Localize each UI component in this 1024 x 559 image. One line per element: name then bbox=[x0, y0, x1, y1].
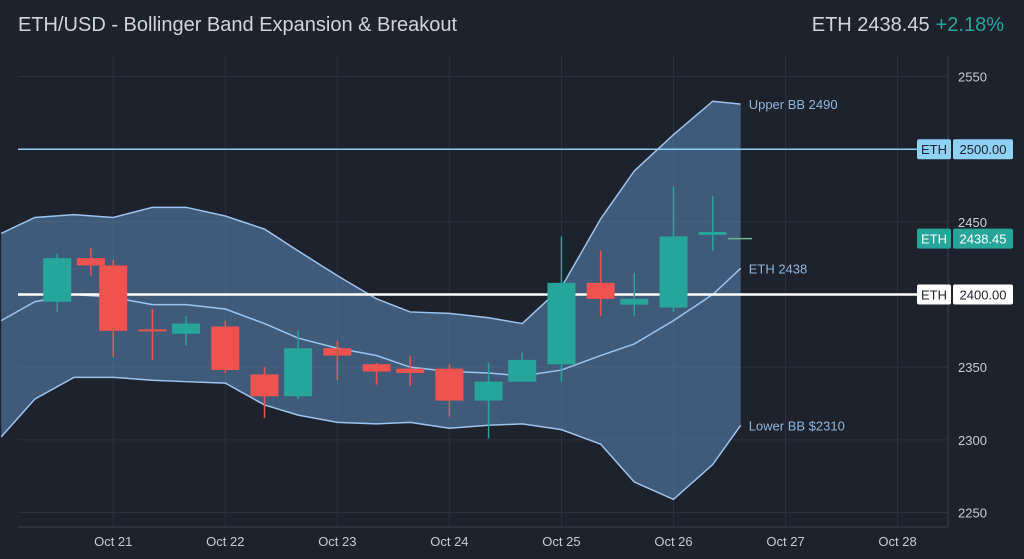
y-tick-label: 2350 bbox=[958, 360, 987, 375]
price-tag-symbol: ETH bbox=[921, 232, 947, 247]
lower-band-line bbox=[0, 376, 742, 501]
x-tick-label: Oct 22 bbox=[206, 534, 244, 549]
candle-body bbox=[620, 298, 649, 305]
price-summary: ETH 2438.45 +2.18% bbox=[812, 14, 1004, 37]
x-tick-label: Oct 23 bbox=[318, 534, 356, 549]
candle bbox=[698, 195, 727, 251]
candle bbox=[138, 309, 167, 360]
candle-body bbox=[76, 258, 105, 266]
chart-title: ETH/USD - Bollinger Band Expansion & Bre… bbox=[18, 14, 458, 36]
x-tick-label: Oct 21 bbox=[94, 534, 132, 549]
symbol-price: ETH 2438.45 bbox=[811, 14, 930, 36]
candle-body bbox=[362, 364, 391, 372]
candle-body bbox=[586, 282, 615, 299]
candle-body bbox=[508, 359, 537, 382]
candle bbox=[362, 362, 391, 385]
candle-body bbox=[698, 232, 727, 235]
band-annotation: Lower BB $2310 bbox=[749, 418, 845, 433]
candle bbox=[474, 362, 503, 439]
candle bbox=[99, 259, 128, 357]
y-tick-label: 2300 bbox=[958, 433, 987, 448]
candle-body bbox=[659, 236, 688, 308]
candles bbox=[43, 186, 727, 439]
candle bbox=[547, 236, 576, 382]
candle-body bbox=[211, 326, 240, 371]
price-tag-value: 2400.00 bbox=[960, 288, 1007, 303]
candle-body bbox=[547, 282, 576, 365]
candle bbox=[435, 364, 464, 417]
x-tick-label: Oct 24 bbox=[430, 534, 468, 549]
candle bbox=[76, 248, 105, 276]
price-tag-symbol-bg bbox=[917, 228, 951, 249]
price-tag-value-bg bbox=[953, 228, 1013, 249]
band-annotation: Upper BB 2490 bbox=[749, 97, 838, 112]
x-tick-label: Oct 27 bbox=[766, 534, 804, 549]
candle-body bbox=[172, 323, 201, 334]
y-tick-label: 2450 bbox=[958, 215, 987, 230]
candle bbox=[250, 367, 279, 419]
price-tag-value: 2438.45 bbox=[960, 232, 1007, 247]
candle-body bbox=[435, 368, 464, 401]
candle bbox=[172, 316, 201, 346]
price-change: +2.18% bbox=[935, 14, 1004, 36]
candle bbox=[323, 341, 352, 381]
candle bbox=[620, 272, 649, 317]
candle-body bbox=[138, 329, 167, 332]
candle-body bbox=[474, 381, 503, 401]
candle bbox=[284, 330, 313, 400]
price-tag-symbol-bg bbox=[917, 139, 951, 160]
price-tag-value-bg bbox=[953, 139, 1013, 160]
candle bbox=[508, 352, 537, 382]
candle bbox=[396, 355, 425, 387]
price-levels bbox=[18, 148, 948, 297]
band-annotation: ETH 2438 bbox=[749, 261, 808, 276]
candle bbox=[586, 250, 615, 317]
candle-body bbox=[250, 374, 279, 397]
candle bbox=[211, 320, 240, 373]
annotations: Upper BB 2490 ETH 2438 Lower BB $2310 bbox=[749, 97, 845, 433]
candle-body bbox=[99, 265, 128, 331]
candle-body bbox=[396, 368, 425, 373]
x-tick-label: Oct 25 bbox=[542, 534, 580, 549]
axes: Oct 21 Oct 22 Oct 23 Oct 24 Oct 25 Oct 26 Oct … bbox=[18, 56, 1013, 549]
candle-body bbox=[284, 348, 313, 397]
price-tag-value-bg bbox=[953, 284, 1013, 305]
candle-body bbox=[323, 348, 352, 356]
x-tick-label: Oct 28 bbox=[878, 534, 916, 549]
price-tag-symbol: ETH bbox=[921, 142, 947, 157]
band-fill bbox=[1, 101, 741, 500]
candle bbox=[659, 186, 688, 312]
y-tick-label: 2550 bbox=[958, 70, 987, 85]
price-tag-symbol: ETH bbox=[921, 288, 947, 303]
candle-body bbox=[43, 258, 72, 302]
candle bbox=[43, 253, 72, 312]
price-tag-symbol-bg bbox=[917, 284, 951, 305]
x-tick-label: Oct 26 bbox=[654, 534, 692, 549]
price-tag-value: 2500.00 bbox=[960, 142, 1007, 157]
upper-band-line bbox=[0, 100, 741, 325]
y-tick-label: 2250 bbox=[958, 505, 987, 520]
